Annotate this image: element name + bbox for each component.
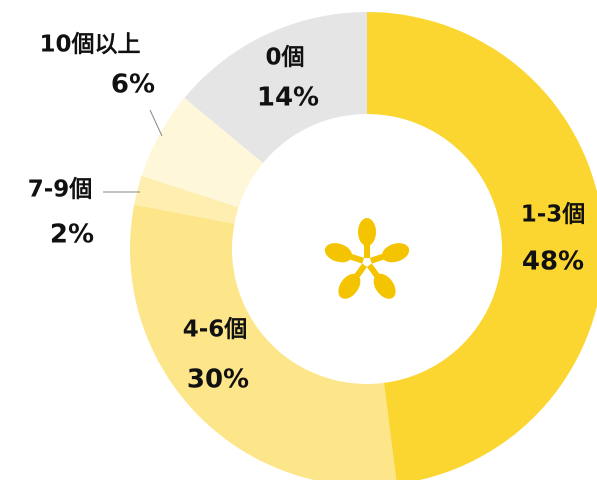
value-label: 30% [187, 365, 249, 395]
value-label: 2% [50, 220, 94, 250]
category-label: 7-9個 [28, 177, 93, 203]
donut-slice [184, 12, 367, 163]
donut [130, 12, 597, 480]
category-label: 4-6個 [183, 317, 248, 343]
donut-slice [141, 97, 263, 208]
category-label: 0個 [265, 45, 304, 71]
center-icon [324, 218, 410, 299]
value-label: 48% [522, 247, 584, 277]
category-label: 1-3個 [521, 202, 586, 228]
donut-slice [134, 175, 239, 224]
donut-slice [367, 12, 597, 480]
value-label: 14% [257, 83, 319, 113]
leader-line [149, 109, 163, 137]
donut-slice [130, 204, 397, 480]
value-label: 6% [111, 70, 155, 100]
category-label: 10個以上 [39, 32, 140, 58]
